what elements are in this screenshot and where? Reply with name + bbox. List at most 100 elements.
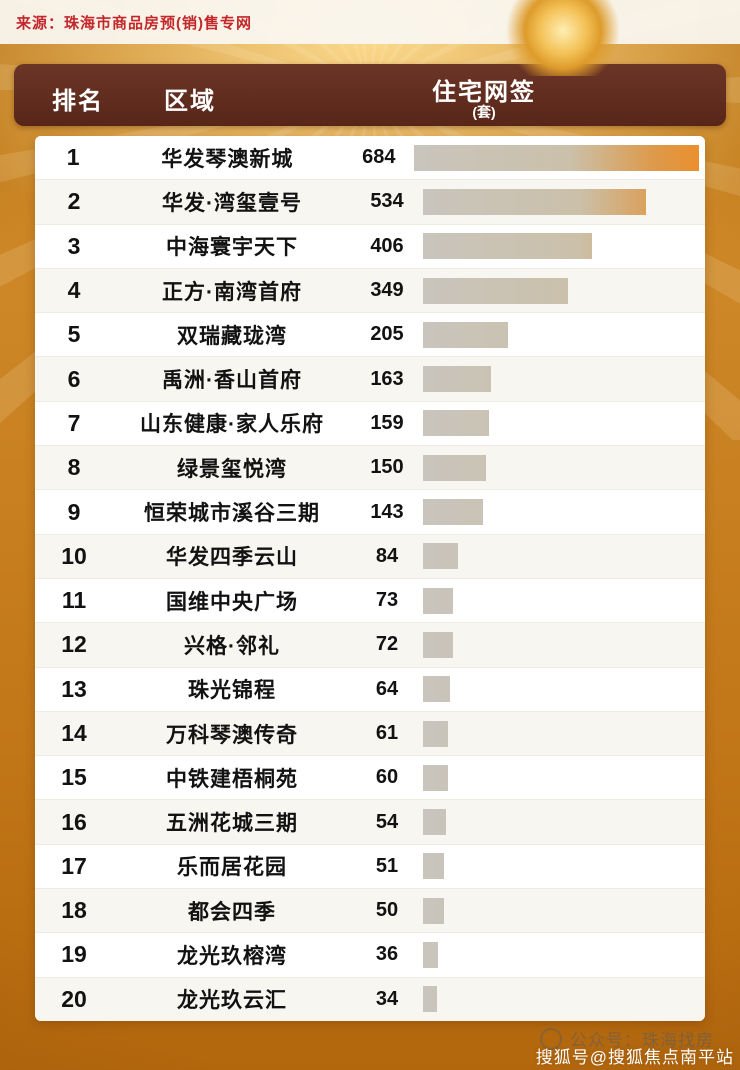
header-area-label: 区域 [164, 88, 216, 115]
table-row: 13 珠光锦程 64 [35, 667, 705, 712]
value-cell: 205 [370, 323, 404, 346]
bar-cell [423, 366, 705, 393]
value-bar [423, 277, 569, 304]
rank-cell: 11 [61, 587, 87, 614]
value-bar [423, 676, 450, 703]
table-row: 9 恒荣城市溪谷三期 143 [35, 490, 705, 535]
value-bar [423, 587, 454, 614]
table-row: 12 兴格·邻礼 72 [35, 623, 705, 668]
table-row: 6 禹洲·香山首府 163 [35, 357, 705, 402]
value-bar [423, 809, 446, 836]
project-name-cell: 五洲花城三期 [166, 812, 298, 836]
header-rank-label: 排名 [52, 88, 104, 115]
value-bar [423, 543, 458, 570]
value-bar [423, 631, 453, 658]
rank-cell: 18 [61, 897, 87, 924]
project-name-cell: 山东健康·家人乐府 [140, 413, 324, 437]
value-cell: 51 [375, 854, 399, 877]
bar-cell [423, 410, 705, 437]
table-row: 10 华发四季云山 84 [35, 534, 705, 579]
value-bar [423, 986, 438, 1013]
value-cell: 34 [375, 987, 399, 1010]
rank-cell: 12 [61, 631, 87, 658]
rank-cell: 14 [61, 720, 87, 746]
table-header: 排名 区域 住宅网签 (套) [14, 64, 726, 126]
value-cell: 143 [370, 500, 404, 523]
value-bar [423, 720, 449, 747]
table-row: 15 中铁建梧桐苑 60 [35, 756, 705, 801]
value-cell: 73 [375, 589, 399, 612]
bar-cell [423, 720, 705, 747]
rank-cell: 16 [61, 808, 87, 835]
rank-cell: 13 [61, 675, 87, 702]
ranking-table: 1 华发琴澳新城 684 2 华发·湾玺壹号 534 3 中海寰宇天下 406 4 正方·南湾首府 3… [35, 136, 705, 1021]
project-name-cell: 禹洲·香山首府 [162, 369, 302, 393]
table-row: 17 乐而居花园 51 [35, 844, 705, 890]
value-cell: 406 [370, 234, 404, 257]
bar-cell [423, 809, 705, 836]
value-cell: 163 [370, 367, 404, 390]
table-row: 2 华发·湾玺壹号 534 [35, 180, 705, 225]
value-cell: 349 [370, 279, 404, 302]
official-account-logo-icon [540, 1027, 562, 1050]
rank-cell: 5 [67, 321, 81, 348]
bar-cell [414, 144, 705, 171]
bar-cell [423, 853, 705, 880]
value-cell: 61 [375, 722, 399, 744]
bar-cell [423, 543, 705, 570]
value-cell: 72 [375, 633, 399, 656]
value-cell: 684 [362, 146, 396, 169]
project-name-cell: 万科琴澳传奇 [166, 723, 298, 747]
value-bar [423, 321, 509, 348]
ranking-rows: 1 华发琴澳新城 684 2 华发·湾玺壹号 534 3 中海寰宇天下 406 4 正方·南湾首府 3… [35, 136, 705, 1021]
bar-cell [423, 897, 705, 924]
value-cell: 60 [375, 766, 399, 789]
value-bar [414, 144, 699, 171]
value-bar [423, 454, 486, 481]
table-row: 5 双瑞藏珑湾 205 [35, 313, 705, 358]
table-row: 16 五洲花城三期 54 [35, 800, 705, 845]
bar-cell [423, 631, 705, 658]
project-name-cell: 都会四季 [188, 900, 276, 924]
rank-cell: 7 [67, 409, 81, 436]
table-row: 18 都会四季 50 [35, 889, 705, 934]
project-name-cell: 绿景玺悦湾 [177, 457, 287, 481]
project-name-cell: 中海寰宇天下 [166, 236, 298, 260]
bar-cell [423, 986, 705, 1013]
bar-cell [423, 676, 705, 703]
project-name-cell: 华发·湾玺壹号 [162, 191, 302, 215]
table-row: 4 正方·南湾首府 349 [35, 268, 705, 314]
bar-cell [423, 587, 705, 614]
project-name-cell: 华发琴澳新城 [161, 147, 294, 171]
project-name-cell: 中铁建梧桐苑 [166, 767, 298, 791]
rank-cell: 3 [67, 232, 81, 259]
rank-cell: 20 [61, 985, 87, 1012]
rank-cell: 2 [67, 188, 81, 215]
table-row: 20 龙光玖云汇 34 [35, 977, 705, 1021]
project-name-cell: 国维中央广场 [166, 590, 298, 614]
bar-cell [423, 277, 705, 304]
value-bar [423, 941, 438, 968]
source-note: 来源：珠海市商品房预(销)售专网 [16, 14, 252, 32]
value-cell: 64 [375, 677, 399, 700]
bar-cell [423, 454, 705, 481]
project-name-cell: 正方·南湾首府 [162, 280, 302, 304]
project-name-cell: 珠光锦程 [188, 679, 276, 703]
table-row: 11 国维中央广场 73 [35, 578, 705, 624]
table-row: 3 中海寰宇天下 406 [35, 224, 705, 269]
rank-cell: 4 [67, 277, 81, 304]
value-bar [423, 233, 593, 260]
rank-cell: 17 [61, 852, 87, 879]
header-metric-label: 住宅网签 [432, 79, 536, 106]
value-cell: 84 [375, 544, 399, 567]
rank-cell: 19 [61, 941, 87, 968]
bar-cell [423, 499, 705, 526]
value-bar [423, 853, 445, 880]
table-row: 7 山东健康·家人乐府 159 [35, 401, 705, 447]
rank-cell: 6 [67, 365, 81, 392]
table-row: 14 万科琴澳传奇 61 [35, 711, 705, 757]
source-strip: 来源：珠海市商品房预(销)售专网 [0, 0, 740, 44]
value-bar [423, 499, 483, 526]
value-bar [423, 764, 448, 791]
bar-cell [423, 941, 705, 968]
